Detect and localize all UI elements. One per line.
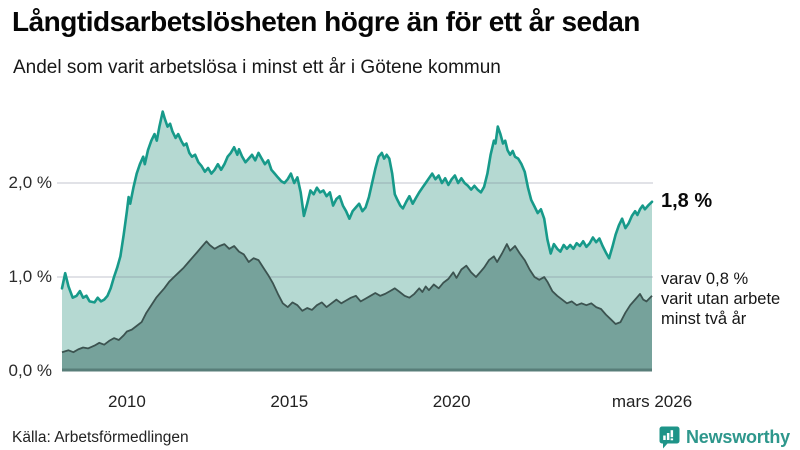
- x-tick-label: 2015: [270, 392, 309, 411]
- x-tick-label: 2010: [108, 392, 146, 411]
- page-title: Långtidsarbetslösheten högre än för ett …: [12, 6, 640, 37]
- annotation-line: minst två år: [661, 309, 747, 328]
- newsworthy-logo-icon: [659, 426, 680, 449]
- chart-subtitle: Andel som varit arbetslösa i minst ett å…: [13, 57, 501, 78]
- y-tick-label: 0,0 %: [8, 361, 52, 380]
- annotation-line: varav 0,8 %: [661, 269, 749, 288]
- source-note: Källa: Arbetsförmedlingen: [12, 429, 189, 446]
- x-tick-label: mars 2026: [611, 392, 693, 411]
- y-tick-label: 1,0 %: [8, 267, 52, 286]
- latest-value-label: 1,8 %: [661, 189, 713, 212]
- total-line: [60, 110, 654, 304]
- x-tick-label: 2020: [432, 392, 471, 411]
- two-year-annotation: varav 0,8 % varit utan arbete minst två år: [661, 269, 780, 329]
- newsworthy-brand: Newsworthy: [659, 426, 790, 449]
- two-year-area: [62, 241, 652, 371]
- y-tick-label: 2,0 %: [8, 173, 52, 192]
- brand-name: Newsworthy: [685, 427, 790, 447]
- annotation-line: varit utan arbete: [661, 289, 781, 308]
- gridlines: [57, 182, 653, 278]
- two-year-line: [61, 240, 653, 354]
